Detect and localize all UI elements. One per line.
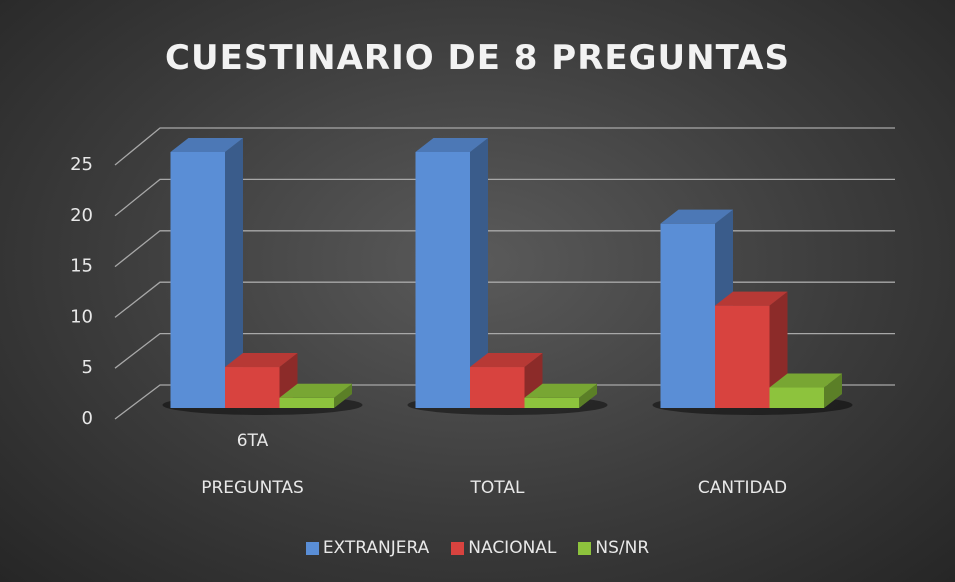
legend-swatch: [578, 541, 592, 555]
bar: [279, 397, 334, 408]
y-tick-label: 5: [82, 357, 93, 378]
bar-side-shade: [225, 138, 243, 408]
chart-title: CUESTINARIO DE 8 PREGUNTAS: [165, 38, 790, 78]
bar-top-shade: [524, 383, 597, 398]
bar-top-shade: [170, 138, 243, 152]
bar-top-shade: [715, 291, 788, 306]
grid-line: [114, 127, 895, 166]
y-tick-label: 0: [82, 408, 93, 429]
legend-item: NACIONAL: [451, 538, 556, 558]
bar-side: [470, 138, 488, 408]
x-tick-label: 6TA PREGUNTAS: [201, 431, 304, 498]
bar-top: [170, 138, 243, 152]
grid-line: [114, 281, 895, 318]
bar-top: [660, 209, 733, 224]
grid-line: [114, 384, 895, 420]
bar-top-shade: [415, 138, 488, 152]
grid-line: [114, 332, 895, 369]
bar-top: [415, 138, 488, 152]
bar: [415, 152, 470, 408]
legend: EXTRANJERA NACIONAL NS/NR: [0, 538, 955, 558]
y-tick-label: 10: [70, 306, 93, 327]
bar-top: [470, 353, 543, 368]
bar-side: [824, 373, 842, 408]
legend-label: NACIONAL: [468, 538, 557, 558]
bar: [769, 387, 824, 408]
x-tick-label: CANTIDAD: [697, 478, 788, 498]
bar-side-shade: [470, 138, 488, 408]
bar-top: [225, 353, 298, 368]
bar-top: [769, 373, 842, 388]
legend-swatch: [305, 541, 319, 555]
bar-top-shade: [279, 383, 352, 398]
grid-line: [114, 230, 895, 268]
bar-side: [334, 383, 352, 408]
bar-top: [279, 383, 352, 398]
bar-side-shade: [824, 373, 842, 408]
bar: [660, 223, 715, 408]
bar-side-shade: [334, 383, 352, 408]
y-tick-label: 20: [70, 205, 93, 226]
bar-side-shade: [579, 383, 597, 408]
grid-line: [114, 178, 895, 217]
legend-swatch: [451, 541, 465, 555]
bar: [715, 305, 770, 408]
bar-top: [715, 291, 788, 306]
legend-item: EXTRANJERA: [305, 538, 430, 558]
bar-top-shade: [769, 373, 842, 388]
x-tick-label: TOTAL: [470, 478, 525, 498]
legend-item: NS/NR: [578, 538, 649, 558]
bar-top-shade: [660, 209, 733, 224]
bar: [225, 367, 280, 408]
y-tick-label: 15: [70, 256, 93, 277]
legend-label: NS/NR: [595, 538, 650, 558]
bar-top-shade: [225, 353, 298, 368]
bar-side: [579, 383, 597, 408]
bar: [170, 152, 225, 408]
y-tick-label: 25: [70, 154, 93, 175]
legend-label: EXTRANJERA: [322, 538, 430, 558]
bar-top-shade: [470, 353, 543, 368]
bar: [524, 397, 579, 408]
bar: [470, 367, 525, 408]
bar-side: [225, 138, 243, 408]
bar-top: [524, 383, 597, 398]
